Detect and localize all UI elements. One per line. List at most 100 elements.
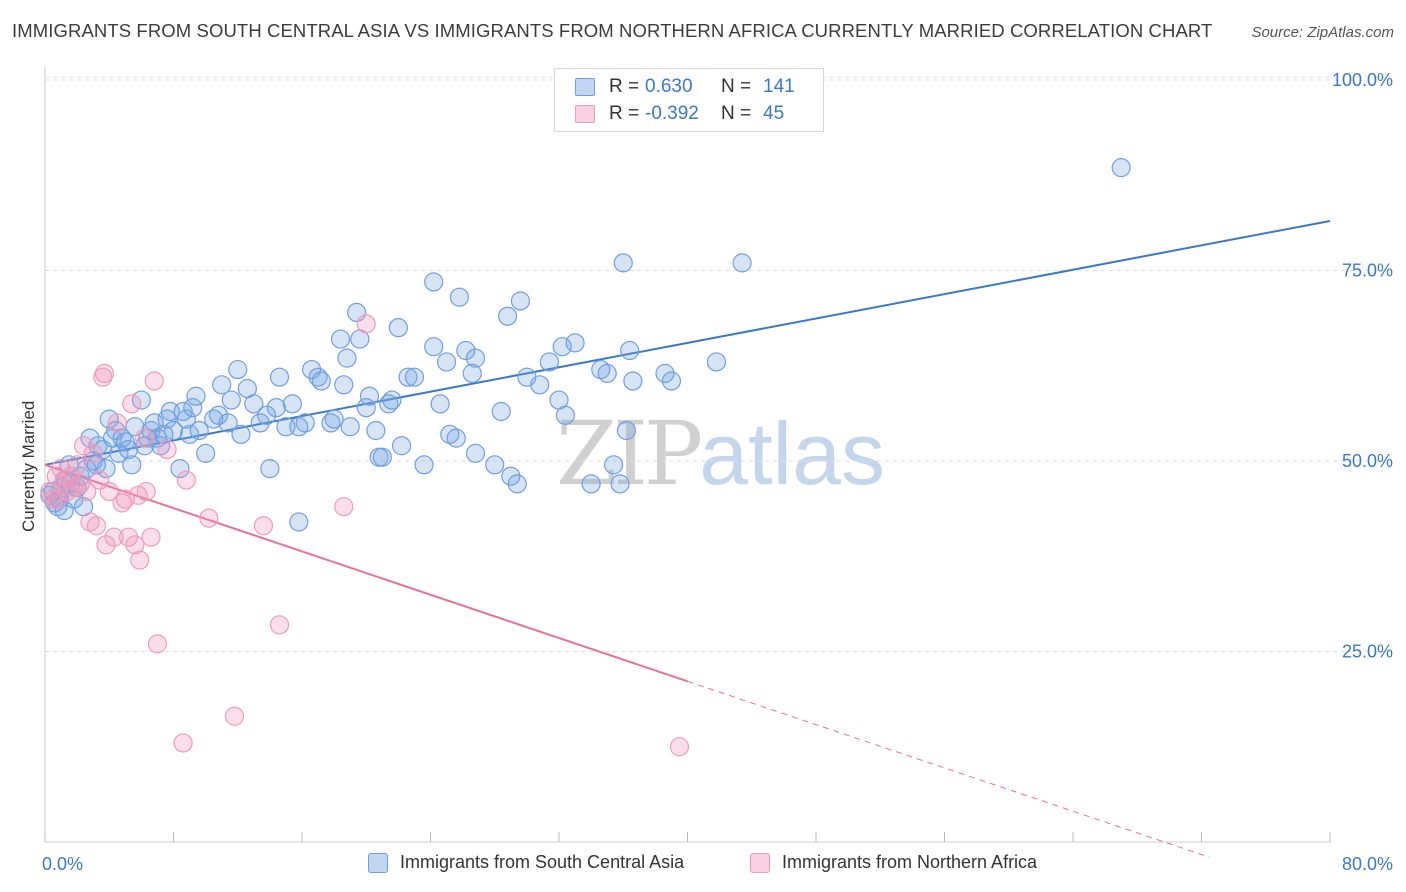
watermark-atlas: atlas — [699, 404, 886, 503]
data-point-south-central-asia — [623, 371, 643, 391]
data-point-south-central-asia — [356, 398, 376, 418]
data-point-northern-africa — [122, 394, 142, 414]
bottom-legend-item-south-central-asia: Immigrants from South Central Asia — [368, 852, 684, 873]
data-point-south-central-asia — [446, 428, 466, 448]
data-point-south-central-asia — [196, 443, 216, 463]
bottom-legend-label: Immigrants from Northern Africa — [782, 852, 1038, 872]
data-point-south-central-asia — [424, 337, 444, 357]
bottom-legend-label: Immigrants from South Central Asia — [400, 852, 685, 872]
data-point-south-central-asia — [388, 318, 408, 338]
legend-r-label: R = — [609, 76, 640, 97]
data-point-south-central-asia — [208, 405, 229, 425]
data-point-south-central-asia — [379, 394, 399, 414]
data-point-northern-africa — [157, 439, 177, 460]
data-point-south-central-asia — [382, 390, 402, 410]
data-point-south-central-asia — [170, 459, 190, 479]
data-point-south-central-asia — [228, 359, 248, 380]
data-point-south-central-asia — [289, 512, 309, 532]
data-point-south-central-asia — [221, 390, 241, 410]
data-point-south-central-asia — [109, 443, 129, 463]
y-tick-label: 100.0% — [1332, 70, 1393, 90]
data-point-south-central-asia — [131, 390, 151, 410]
data-point-south-central-asia — [186, 386, 206, 406]
data-point-northern-africa — [51, 459, 71, 479]
watermark-zip: ZIP — [556, 402, 703, 505]
legend-row-south-central-asia: R = 0.630 N = 141 — [575, 75, 795, 99]
y-axis-label: Currently Married — [19, 401, 38, 532]
data-point-south-central-asia — [604, 455, 624, 475]
x-tick-label-max: 80.0% — [1342, 854, 1393, 874]
data-point-northern-africa — [70, 474, 90, 494]
data-point-south-central-asia — [189, 420, 209, 441]
trend-lines — [44, 219, 1331, 858]
watermark: ZIPatlas — [556, 402, 885, 505]
data-point-south-central-asia — [269, 367, 290, 387]
data-point-south-central-asia — [501, 466, 521, 486]
bottom-legend-swatch-pink — [750, 852, 770, 873]
data-point-south-central-asia — [507, 474, 527, 494]
data-point-northern-africa — [118, 527, 139, 547]
data-point-south-central-asia — [1111, 158, 1131, 178]
data-point-south-central-asia — [372, 447, 392, 467]
data-point-south-central-asia — [330, 329, 351, 349]
data-point-south-central-asia — [661, 371, 682, 391]
data-point-northern-africa — [224, 706, 245, 726]
data-point-northern-africa — [96, 535, 116, 555]
data-point-south-central-asia — [436, 352, 457, 372]
data-point-south-central-asia — [80, 428, 100, 448]
data-point-northern-africa — [136, 481, 156, 502]
legend-n-value: 141 — [763, 76, 795, 97]
data-point-northern-africa — [269, 615, 290, 635]
data-point-northern-africa — [107, 413, 127, 433]
data-point-south-central-asia — [282, 394, 302, 414]
data-point-south-central-asia — [334, 375, 354, 395]
data-point-south-central-asia — [404, 367, 425, 387]
data-point-south-central-asia — [414, 455, 434, 475]
data-point-south-central-asia — [260, 459, 280, 479]
data-point-south-central-asia — [565, 333, 585, 353]
data-point-northern-africa — [669, 737, 690, 757]
legend-n-label: N = — [721, 103, 752, 124]
data-point-south-central-asia — [340, 417, 360, 437]
data-point-northern-africa — [176, 470, 196, 490]
y-tick-label: 25.0% — [1342, 642, 1393, 662]
data-point-northern-africa — [356, 314, 376, 334]
data-point-northern-africa — [134, 428, 155, 448]
data-point-south-central-asia — [581, 474, 601, 494]
legend-swatch-pink — [575, 105, 595, 123]
data-point-south-central-asia — [613, 253, 633, 273]
data-point-northern-africa — [334, 497, 354, 517]
data-point-south-central-asia — [218, 413, 238, 433]
data-point-south-central-asia — [462, 363, 482, 383]
chart-title: IMMIGRANTS FROM SOUTH CENTRAL ASIA VS IM… — [12, 20, 1213, 41]
data-point-south-central-asia — [498, 306, 518, 326]
data-point-south-central-asia — [359, 386, 380, 406]
data-point-south-central-asia — [465, 443, 486, 463]
trend-line-northern-africa — [44, 463, 688, 683]
data-point-northern-africa — [104, 527, 124, 547]
legend-r-value: 0.630 — [645, 76, 693, 97]
legend-n-value: 45 — [763, 103, 785, 124]
data-point-northern-africa — [99, 481, 119, 502]
bottom-legend-item-northern-africa: Immigrants from Northern Africa — [750, 852, 1037, 873]
data-point-south-central-asia — [655, 363, 675, 383]
data-point-south-central-asia — [398, 367, 418, 387]
data-point-south-central-asia — [321, 413, 341, 433]
data-point-northern-africa — [77, 481, 97, 502]
data-point-south-central-asia — [616, 420, 637, 441]
data-point-northern-africa — [147, 634, 168, 654]
data-point-south-central-asia — [610, 474, 630, 494]
data-point-northern-africa — [83, 443, 103, 463]
legend-row-northern-africa: R = -0.392 N = 45 — [575, 102, 784, 126]
data-point-south-central-asia — [163, 420, 184, 441]
data-point-northern-africa — [94, 363, 115, 383]
data-point-south-central-asia — [266, 398, 286, 418]
data-point-northern-africa — [199, 508, 219, 528]
data-point-south-central-asia — [112, 428, 132, 448]
data-point-south-central-asia — [510, 291, 531, 311]
data-point-south-central-asia — [530, 375, 550, 395]
data-point-south-central-asia — [491, 401, 511, 422]
stats-legend: R = 0.630 N = 141 R = -0.392 N = 45 — [554, 68, 824, 132]
data-point-south-central-asia — [597, 363, 617, 383]
data-point-south-central-asia — [485, 455, 505, 475]
